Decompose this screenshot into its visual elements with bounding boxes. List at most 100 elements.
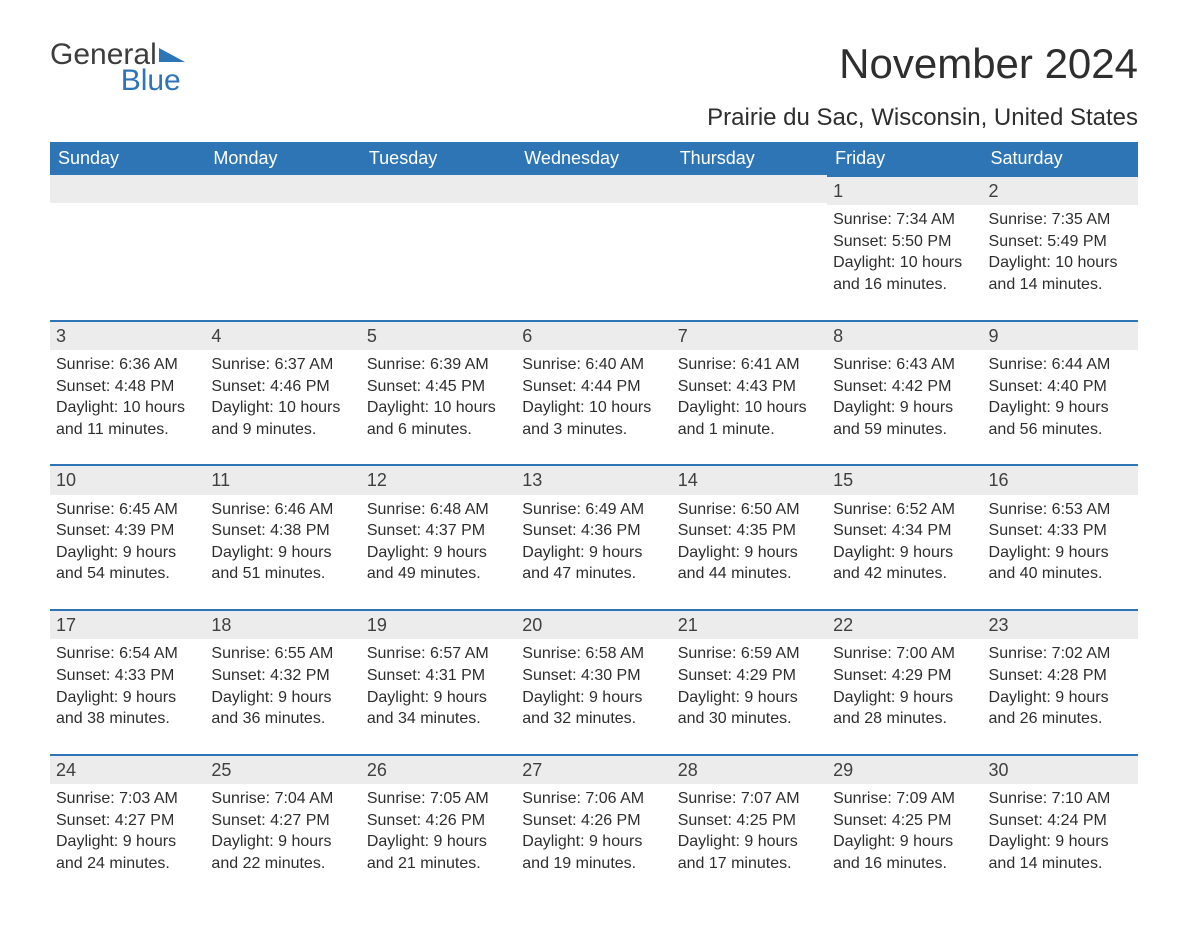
day-cell: 4Sunrise: 6:37 AMSunset: 4:46 PMDaylight… — [205, 320, 360, 465]
sunset-line: Sunset: 5:50 PM — [833, 231, 976, 253]
day-cell: 28Sunrise: 7:07 AMSunset: 4:25 PMDayligh… — [672, 754, 827, 899]
day-cell: 3Sunrise: 6:36 AMSunset: 4:48 PMDaylight… — [50, 320, 205, 465]
sunrise-line: Sunrise: 6:55 AM — [211, 643, 354, 665]
sunrise-line: Sunrise: 6:43 AM — [833, 354, 976, 376]
day-cell — [205, 175, 360, 320]
day-cell: 19Sunrise: 6:57 AMSunset: 4:31 PMDayligh… — [361, 609, 516, 754]
day-cell: 17Sunrise: 6:54 AMSunset: 4:33 PMDayligh… — [50, 609, 205, 754]
daylight-line: Daylight: 10 hours and 11 minutes. — [56, 397, 199, 440]
day-number: 5 — [361, 320, 516, 350]
day-cell: 18Sunrise: 6:55 AMSunset: 4:32 PMDayligh… — [205, 609, 360, 754]
day-cell: 20Sunrise: 6:58 AMSunset: 4:30 PMDayligh… — [516, 609, 671, 754]
sunset-line: Sunset: 4:29 PM — [833, 665, 976, 687]
day-cell: 27 Sunrise: 7:06 AMSunset: 4:26 PMDayligh… — [516, 754, 671, 899]
sunrise-line: Sunrise: 6:57 AM — [367, 643, 510, 665]
weekday-header: Thursday — [672, 142, 827, 175]
day-number: 14 — [672, 464, 827, 494]
sunrise-line: Sunrise: 6:53 AM — [989, 499, 1132, 521]
sunset-line: Sunset: 4:24 PM — [989, 810, 1132, 832]
sunrise-line: Sunrise: 7:05 AM — [367, 788, 510, 810]
day-number: 13 — [516, 464, 671, 494]
sunrise-line: Sunrise: 7:09 AM — [833, 788, 976, 810]
sunset-line: Sunset: 4:43 PM — [678, 376, 821, 398]
sunrise-line: Sunrise: 6:44 AM — [989, 354, 1132, 376]
day-cell: 7Sunrise: 6:41 AMSunset: 4:43 PMDaylight… — [672, 320, 827, 465]
daylight-line: Daylight: 9 hours and 19 minutes. — [522, 831, 665, 874]
day-cell: 12Sunrise: 6:48 AMSunset: 4:37 PMDayligh… — [361, 464, 516, 609]
sunset-line: Sunset: 4:37 PM — [367, 520, 510, 542]
daylight-line: Daylight: 9 hours and 51 minutes. — [211, 542, 354, 585]
day-cell — [50, 175, 205, 320]
sunset-line: Sunset: 4:32 PM — [211, 665, 354, 687]
day-cell: 1Sunrise: 7:34 AMSunset: 5:50 PMDaylight… — [827, 175, 982, 320]
day-number: 7 — [672, 320, 827, 350]
day-cell: 25Sunrise: 7:04 AMSunset: 4:27 PMDayligh… — [205, 754, 360, 899]
sunrise-line: Sunrise: 6:58 AM — [522, 643, 665, 665]
daylight-line: Daylight: 9 hours and 30 minutes. — [678, 687, 821, 730]
sunset-line: Sunset: 4:26 PM — [522, 810, 665, 832]
day-cell: 8Sunrise: 6:43 AMSunset: 4:42 PMDaylight… — [827, 320, 982, 465]
day-cell: 15Sunrise: 6:52 AMSunset: 4:34 PMDayligh… — [827, 464, 982, 609]
day-number: 21 — [672, 609, 827, 639]
daylight-line: Daylight: 9 hours and 16 minutes. — [833, 831, 976, 874]
weekday-header: Wednesday — [516, 142, 671, 175]
day-cell — [361, 175, 516, 320]
weekday-header: Sunday — [50, 142, 205, 175]
daylight-line: Daylight: 9 hours and 47 minutes. — [522, 542, 665, 585]
sunset-line: Sunset: 5:49 PM — [989, 231, 1132, 253]
daylight-line: Daylight: 9 hours and 38 minutes. — [56, 687, 199, 730]
sunset-line: Sunset: 4:26 PM — [367, 810, 510, 832]
day-number: 30 — [983, 754, 1138, 784]
weekday-header: Saturday — [983, 142, 1138, 175]
daylight-line: Daylight: 9 hours and 49 minutes. — [367, 542, 510, 585]
sunset-line: Sunset: 4:44 PM — [522, 376, 665, 398]
daylight-line: Daylight: 10 hours and 6 minutes. — [367, 397, 510, 440]
daylight-line: Daylight: 9 hours and 24 minutes. — [56, 831, 199, 874]
day-cell: 13Sunrise: 6:49 AMSunset: 4:36 PMDayligh… — [516, 464, 671, 609]
brand-logo: General Blue — [50, 40, 185, 96]
empty-day-bar — [50, 175, 205, 203]
daylight-line: Daylight: 10 hours and 14 minutes. — [989, 252, 1132, 295]
sunrise-line: Sunrise: 6:48 AM — [367, 499, 510, 521]
sunset-line: Sunset: 4:25 PM — [678, 810, 821, 832]
sunrise-line: Sunrise: 7:10 AM — [989, 788, 1132, 810]
sunrise-line: Sunrise: 6:37 AM — [211, 354, 354, 376]
sunrise-line: Sunrise: 6:45 AM — [56, 499, 199, 521]
weekday-header: Monday — [205, 142, 360, 175]
day-number: 24 — [50, 754, 205, 784]
day-number: 27 — [516, 754, 671, 784]
day-number: 8 — [827, 320, 982, 350]
sunset-line: Sunset: 4:28 PM — [989, 665, 1132, 687]
day-cell: 11Sunrise: 6:46 AMSunset: 4:38 PMDayligh… — [205, 464, 360, 609]
day-number: 11 — [205, 464, 360, 494]
daylight-line: Daylight: 10 hours and 3 minutes. — [522, 397, 665, 440]
day-number: 23 — [983, 609, 1138, 639]
sunrise-line: Sunrise: 7:06 AM — [522, 788, 665, 810]
sunset-line: Sunset: 4:46 PM — [211, 376, 354, 398]
daylight-line: Daylight: 10 hours and 16 minutes. — [833, 252, 976, 295]
sunrise-line: Sunrise: 6:39 AM — [367, 354, 510, 376]
day-number: 19 — [361, 609, 516, 639]
day-number: 28 — [672, 754, 827, 784]
sunset-line: Sunset: 4:25 PM — [833, 810, 976, 832]
daylight-line: Daylight: 9 hours and 32 minutes. — [522, 687, 665, 730]
day-cell: 29Sunrise: 7:09 AMSunset: 4:25 PMDayligh… — [827, 754, 982, 899]
daylight-line: Daylight: 9 hours and 22 minutes. — [211, 831, 354, 874]
day-cell: 16Sunrise: 6:53 AMSunset: 4:33 PMDayligh… — [983, 464, 1138, 609]
sunset-line: Sunset: 4:39 PM — [56, 520, 199, 542]
calendar-page: General Blue November 2024 Prairie du Sa… — [0, 0, 1188, 928]
sunrise-line: Sunrise: 6:36 AM — [56, 354, 199, 376]
sunrise-line: Sunrise: 7:34 AM — [833, 209, 976, 231]
day-cell: 5Sunrise: 6:39 AMSunset: 4:45 PMDaylight… — [361, 320, 516, 465]
sunrise-line: Sunrise: 7:00 AM — [833, 643, 976, 665]
sunrise-line: Sunrise: 6:46 AM — [211, 499, 354, 521]
daylight-line: Daylight: 9 hours and 40 minutes. — [989, 542, 1132, 585]
sunset-line: Sunset: 4:35 PM — [678, 520, 821, 542]
sunset-line: Sunset: 4:30 PM — [522, 665, 665, 687]
sunrise-line: Sunrise: 7:02 AM — [989, 643, 1132, 665]
day-number: 4 — [205, 320, 360, 350]
day-cell: 22Sunrise: 7:00 AMSunset: 4:29 PMDayligh… — [827, 609, 982, 754]
empty-day-bar — [205, 175, 360, 203]
empty-day-bar — [361, 175, 516, 203]
day-cell: 6Sunrise: 6:40 AMSunset: 4:44 PMDaylight… — [516, 320, 671, 465]
